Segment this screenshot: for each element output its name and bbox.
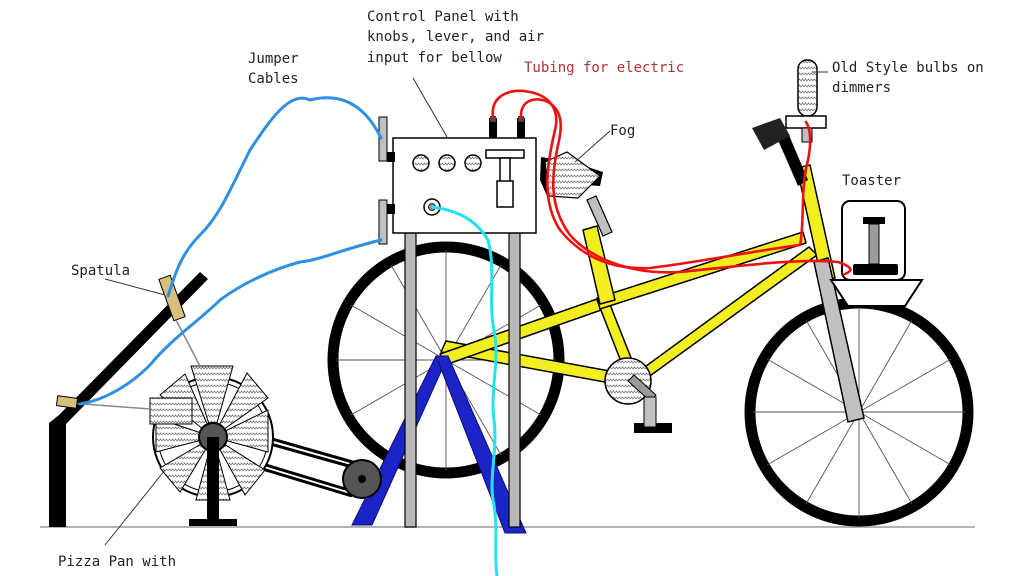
bulbs-label-line-1: Old Style bulbs on xyxy=(832,60,984,76)
control-panel-label-line-3: input for bellow xyxy=(367,50,502,66)
control-panel-label-line-1: Control Panel with xyxy=(367,9,519,25)
electric-tubing-2 xyxy=(519,98,852,276)
jumper-cables-label-line-1: Jumper xyxy=(248,51,299,67)
pizza-pan xyxy=(149,365,274,526)
spatula-blade xyxy=(158,274,186,322)
seat-post xyxy=(586,195,613,237)
knob-3-icon xyxy=(464,154,482,172)
spatula-ramp xyxy=(49,272,208,527)
knob-1-icon xyxy=(412,154,430,172)
control-panel-label-line-2: knobs, lever, and air xyxy=(367,29,544,45)
toaster-label: Toaster xyxy=(842,173,901,189)
spatula-label: Spatula xyxy=(71,263,130,279)
label-pointers xyxy=(104,71,828,546)
bulbs-label-line-2: dimmers xyxy=(832,80,891,96)
jumper-cables-label-line-2: Cables xyxy=(248,71,299,87)
front-fork xyxy=(813,257,865,423)
toaster xyxy=(829,200,924,307)
knob-2-icon xyxy=(438,154,456,172)
air-tube xyxy=(430,205,499,576)
pizza-pan-label: Pizza Pan with xyxy=(58,554,176,570)
pedal xyxy=(634,423,672,433)
right-post xyxy=(508,231,521,528)
left-post xyxy=(404,231,417,528)
control-panel xyxy=(378,116,537,245)
electric-tubing xyxy=(491,89,812,270)
spatula-handle xyxy=(55,395,79,409)
fog-label: Fog xyxy=(610,123,635,139)
jumper-cable-lower xyxy=(78,238,383,406)
lever-icon xyxy=(485,149,525,159)
tubing-label: Tubing for electric xyxy=(524,60,684,76)
jumper-cable-upper xyxy=(166,96,383,298)
